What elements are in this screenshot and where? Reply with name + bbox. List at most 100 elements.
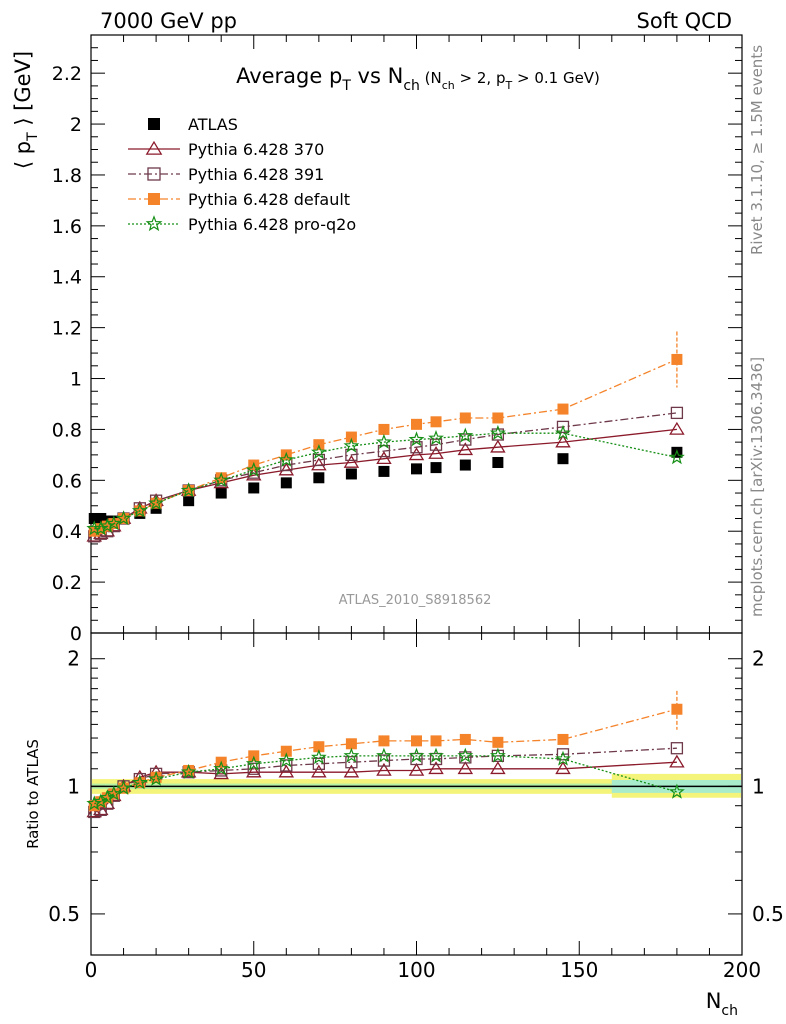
main-data-point bbox=[376, 433, 392, 449]
ratio-data-point bbox=[134, 777, 146, 789]
main-data-point bbox=[459, 412, 471, 424]
ratio-data-point bbox=[378, 735, 390, 747]
legend-marker bbox=[147, 167, 161, 181]
ratio-data-point bbox=[555, 750, 571, 766]
ratio-data-point bbox=[669, 754, 685, 768]
ratio-data-point bbox=[670, 742, 684, 755]
ratio-data-point bbox=[668, 783, 685, 799]
ratio-y-axis-label: Ratio to ATLAS bbox=[24, 739, 42, 849]
legend-item: Pythia 6.428 default bbox=[128, 190, 350, 209]
ratio-data-point bbox=[410, 752, 423, 766]
legend-item: Pythia 6.428 391 bbox=[128, 165, 324, 184]
ratio-data-point bbox=[180, 763, 197, 779]
main-data-point bbox=[278, 462, 295, 476]
main-data-point bbox=[95, 523, 107, 535]
main-data-point bbox=[408, 447, 425, 461]
main-data-point bbox=[430, 416, 442, 428]
ratio-data-point bbox=[105, 785, 122, 801]
y-tick-label: 1.8 bbox=[52, 165, 82, 187]
main-data-point bbox=[278, 451, 295, 467]
main-data-point bbox=[555, 434, 571, 448]
main-data-point bbox=[492, 457, 504, 469]
rivet-version-label: Rivet 3.1.10, ≥ 1.5M events bbox=[748, 45, 766, 255]
legend-item: Pythia 6.428 pro-q2o bbox=[128, 215, 356, 234]
ratio-y-tick-label: 2 bbox=[67, 647, 80, 671]
ratio-data-point bbox=[99, 789, 116, 805]
y-tick-label: 2.2 bbox=[52, 63, 82, 85]
ratio-data-point bbox=[280, 745, 292, 757]
ratio-data-point bbox=[411, 735, 422, 747]
ratio-data-point bbox=[376, 747, 392, 763]
main-data-point bbox=[489, 424, 506, 441]
ratio-data-point bbox=[556, 748, 570, 761]
legend-label: Pythia 6.428 370 bbox=[188, 140, 324, 159]
ratio-data-point bbox=[115, 779, 132, 795]
main-data-point bbox=[215, 472, 227, 484]
main-data-point bbox=[105, 515, 122, 531]
y-tick-label: 1 bbox=[70, 369, 82, 391]
ratio-data-point bbox=[148, 770, 165, 786]
ratio-data-point bbox=[343, 764, 360, 778]
main-data-point bbox=[118, 512, 130, 524]
main-data-point bbox=[311, 457, 327, 471]
plot-title: Average pT vs Nch (Nch > 2, pT > 0.1 GeV… bbox=[236, 64, 600, 94]
ratio-uncertainty-bands bbox=[91, 773, 742, 798]
main-series bbox=[88, 331, 683, 537]
ratio-y-tick-label-right: 2 bbox=[752, 647, 765, 671]
main-data-point bbox=[378, 465, 390, 477]
ratio-data-point bbox=[408, 762, 425, 776]
main-data-point bbox=[215, 487, 227, 499]
main-data-point bbox=[408, 431, 425, 447]
main-data-point bbox=[668, 449, 685, 465]
main-data-point bbox=[376, 451, 392, 465]
ratio-data-point bbox=[376, 762, 392, 776]
legend-label: Pythia 6.428 pro-q2o bbox=[188, 215, 356, 234]
main-data-point bbox=[411, 418, 422, 430]
legend-label: ATLAS bbox=[188, 115, 238, 134]
x-tick-label: 100 bbox=[397, 958, 435, 982]
main-data-point bbox=[345, 468, 357, 480]
x-tick-label: 50 bbox=[241, 958, 266, 982]
ratio-data-point bbox=[280, 759, 293, 772]
ratio-data-point bbox=[492, 736, 504, 748]
legend-marker bbox=[148, 118, 160, 130]
main-data-point bbox=[280, 477, 292, 489]
ratio-y-tick-label: 1 bbox=[67, 774, 80, 798]
main-data-point bbox=[131, 502, 148, 518]
main-data-point bbox=[459, 433, 472, 446]
main-data-point bbox=[180, 482, 197, 498]
y-tick-label: 0.8 bbox=[52, 419, 82, 441]
main-data-point bbox=[150, 497, 162, 509]
y-tick-label: 0.6 bbox=[52, 470, 82, 492]
main-data-point bbox=[557, 453, 569, 465]
main-data-point bbox=[556, 420, 570, 434]
main-data-point bbox=[99, 517, 116, 533]
main-data-point bbox=[671, 353, 683, 365]
legend-label: Pythia 6.428 default bbox=[188, 190, 350, 209]
ratio-data-point bbox=[247, 762, 260, 775]
main-data-point bbox=[378, 423, 390, 435]
ratio-data-point bbox=[246, 764, 262, 778]
main-data-point bbox=[492, 412, 504, 424]
ratio-data-point bbox=[428, 747, 444, 763]
ratio-data-point bbox=[92, 793, 109, 809]
main-data-point bbox=[248, 482, 260, 494]
ratio-series-line bbox=[94, 755, 678, 805]
ratio-data-point bbox=[671, 703, 683, 715]
ratio-data-point bbox=[428, 761, 444, 775]
ratio-data-point bbox=[183, 764, 195, 776]
ratio-data-point bbox=[459, 751, 472, 764]
legend-item: Pythia 6.428 370 bbox=[128, 140, 324, 159]
ratio-data-point bbox=[278, 752, 295, 768]
main-data-point bbox=[429, 438, 443, 451]
ratio-data-point bbox=[101, 792, 113, 804]
main-data-point bbox=[92, 520, 109, 536]
main-data-point bbox=[491, 428, 505, 441]
header-right: Soft QCD bbox=[637, 9, 732, 33]
ratio-data-point bbox=[311, 764, 327, 778]
main-data-point bbox=[459, 459, 471, 471]
legend-marker bbox=[148, 193, 160, 205]
ratio-data-point bbox=[345, 738, 357, 750]
main-data-point bbox=[490, 439, 506, 453]
